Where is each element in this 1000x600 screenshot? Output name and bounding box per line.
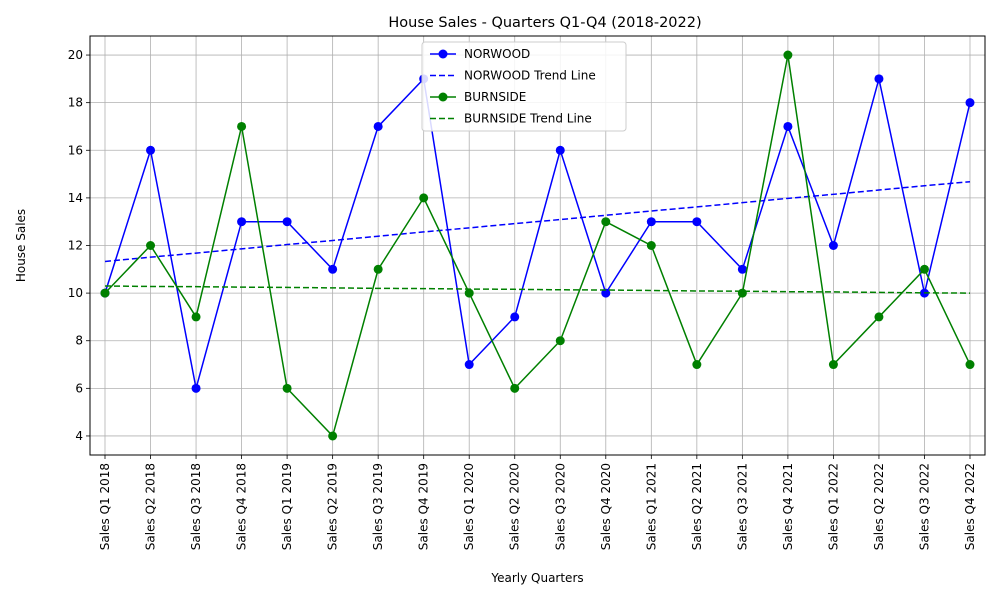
x-tick-label: Sales Q2 2021 xyxy=(690,463,704,550)
x-tick-label: Sales Q3 2018 xyxy=(189,463,203,550)
data-point xyxy=(100,288,110,298)
x-tick-label: Sales Q3 2022 xyxy=(917,463,931,550)
data-point xyxy=(464,360,474,370)
data-point xyxy=(555,336,565,346)
data-point xyxy=(328,264,338,274)
data-point xyxy=(191,312,201,322)
x-tick-label: Sales Q1 2020 xyxy=(462,463,476,550)
y-tick-label: 18 xyxy=(68,96,83,110)
data-point xyxy=(419,193,429,203)
data-point xyxy=(510,312,520,322)
data-point xyxy=(601,217,611,227)
data-point xyxy=(874,74,884,84)
data-point xyxy=(965,98,975,108)
legend-box xyxy=(421,41,627,132)
legend-swatch-marker xyxy=(438,92,448,102)
x-axis-ticks: Sales Q1 2018 Sales Q2 2018 Sales Q3 2018 S… xyxy=(98,455,977,550)
data-point xyxy=(737,288,747,298)
x-tick-label: Sales Q4 2018 xyxy=(235,463,249,550)
data-point xyxy=(373,121,383,131)
x-tick-label: Sales Q3 2021 xyxy=(735,463,749,550)
data-point xyxy=(874,312,884,322)
y-tick-label: 12 xyxy=(68,239,83,253)
legend-swatch-marker xyxy=(438,49,448,59)
x-tick-label: Sales Q2 2018 xyxy=(144,463,158,550)
data-point xyxy=(828,360,838,370)
legend-label: BURNSIDE xyxy=(464,90,526,104)
y-tick-label: 4 xyxy=(75,429,83,443)
x-tick-label: Sales Q3 2020 xyxy=(553,463,567,550)
x-tick-label: Sales Q2 2022 xyxy=(872,463,886,550)
data-point xyxy=(282,383,292,393)
legend-item: NORWOOD Trend Line xyxy=(430,69,596,83)
legend-label: BURNSIDE Trend Line xyxy=(464,112,592,126)
y-tick-label: 6 xyxy=(75,381,83,395)
data-point xyxy=(191,383,201,393)
y-tick-label: 10 xyxy=(68,286,83,300)
legend-item: NORWOOD xyxy=(430,47,530,61)
legend-label: NORWOOD Trend Line xyxy=(464,69,596,83)
data-point xyxy=(328,431,338,441)
data-point xyxy=(373,264,383,274)
chart-title: House Sales - Quarters Q1-Q4 (2018-2022) xyxy=(388,15,701,31)
series-line xyxy=(104,285,971,294)
data-point xyxy=(828,241,838,250)
x-tick-label: Sales Q1 2022 xyxy=(826,463,840,550)
data-point xyxy=(783,50,793,60)
series-layer xyxy=(100,50,975,441)
x-tick-label: Sales Q4 2021 xyxy=(781,463,795,550)
legend: NORWOOD NORWOOD Trend Line BURNSIDE BURNSID… xyxy=(421,41,627,132)
x-tick-label: Sales Q2 2019 xyxy=(326,463,340,550)
data-point xyxy=(965,360,975,370)
legend-label: NORWOOD xyxy=(464,47,530,61)
data-point xyxy=(737,264,747,274)
y-tick-label: 14 xyxy=(68,191,83,205)
data-point xyxy=(692,360,702,370)
data-point xyxy=(601,288,611,298)
x-axis-title: Yearly Quarters xyxy=(490,571,583,585)
x-tick-label: Sales Q4 2019 xyxy=(417,463,431,550)
x-tick-label: Sales Q4 2022 xyxy=(963,463,977,550)
data-point xyxy=(146,145,156,155)
data-point xyxy=(237,121,247,131)
x-tick-label: Sales Q1 2019 xyxy=(280,463,294,550)
data-point xyxy=(237,217,247,227)
data-point xyxy=(646,241,656,250)
legend-item: BURNSIDE xyxy=(430,90,526,104)
series-burnside-trend-line xyxy=(104,285,971,294)
data-point xyxy=(146,241,156,250)
data-point xyxy=(282,217,292,227)
data-point xyxy=(510,383,520,393)
series-norwood-trend-line xyxy=(104,180,971,263)
y-tick-label: 8 xyxy=(75,334,83,348)
data-point xyxy=(646,217,656,227)
y-axis-title: House Sales xyxy=(14,209,28,282)
x-tick-label: Sales Q1 2021 xyxy=(644,463,658,550)
data-point xyxy=(555,145,565,155)
y-tick-label: 16 xyxy=(68,143,83,157)
series-line xyxy=(104,180,971,263)
legend-item: BURNSIDE Trend Line xyxy=(430,112,592,126)
y-tick-label: 20 xyxy=(68,48,83,62)
data-point xyxy=(692,217,702,227)
series-line xyxy=(104,54,971,438)
x-tick-label: Sales Q3 2019 xyxy=(371,463,385,550)
x-tick-label: Sales Q2 2020 xyxy=(508,463,522,550)
data-point xyxy=(783,121,793,131)
x-tick-label: Sales Q1 2018 xyxy=(98,463,112,550)
series-line xyxy=(104,77,971,389)
data-point xyxy=(919,264,929,274)
series-burnside xyxy=(100,50,975,441)
data-point xyxy=(464,288,474,298)
x-tick-label: Sales Q4 2020 xyxy=(599,463,613,550)
y-axis-ticks: 4 6 8 10 12 14 16 18 20 xyxy=(68,48,90,443)
